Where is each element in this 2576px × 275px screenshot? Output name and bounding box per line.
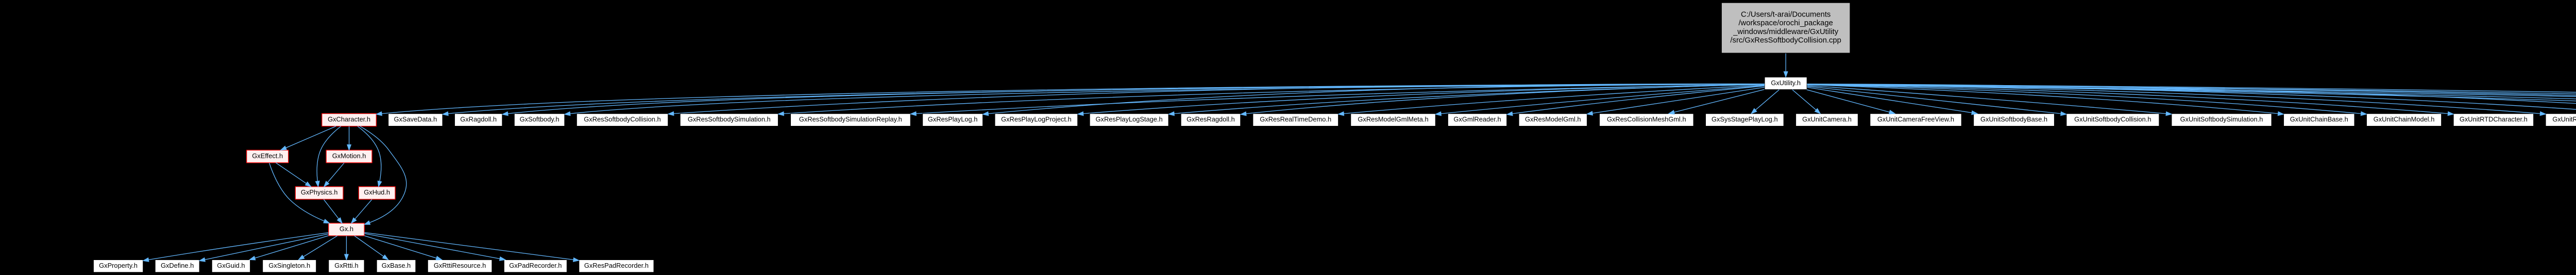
svg-text:GxRagdoll.h: GxRagdoll.h xyxy=(460,116,497,123)
svg-text:GxUnitChainBase.h: GxUnitChainBase.h xyxy=(2290,116,2348,123)
svg-text:GxRtti.h: GxRtti.h xyxy=(334,262,358,269)
svg-text:GxUnitCamera.h: GxUnitCamera.h xyxy=(1802,116,1852,123)
svg-text:GxResModelGmlMeta.h: GxResModelGmlMeta.h xyxy=(1358,116,1428,123)
svg-text:GxSaveData.h: GxSaveData.h xyxy=(394,116,437,123)
svg-text:GxHud.h: GxHud.h xyxy=(364,188,390,196)
svg-text:/workspace/orochi_package: /workspace/orochi_package xyxy=(1738,19,1833,27)
svg-text:GxUnitSoftbodySimulation.h: GxUnitSoftbodySimulation.h xyxy=(2180,116,2263,123)
svg-text:GxUnitRTDCharacter.h: GxUnitRTDCharacter.h xyxy=(2460,116,2528,123)
svg-text:GxResModelGml.h: GxResModelGml.h xyxy=(1525,116,1581,123)
svg-text:GxRttiResource.h: GxRttiResource.h xyxy=(434,262,486,269)
svg-text:GxResRagdoll.h: GxResRagdoll.h xyxy=(1187,116,1235,123)
svg-text:_windows/middleware/GxUtility: _windows/middleware/GxUtility xyxy=(1733,28,1839,36)
svg-text:GxUnitRTDNullLocate.h: GxUnitRTDNullLocate.h xyxy=(2552,116,2576,123)
svg-text:GxPhysics.h: GxPhysics.h xyxy=(301,188,337,196)
svg-text:GxDefine.h: GxDefine.h xyxy=(161,262,194,269)
svg-text:GxResCollisionMeshGml.h: GxResCollisionMeshGml.h xyxy=(1607,116,1686,123)
svg-text:GxResPlayLogStage.h: GxResPlayLogStage.h xyxy=(1096,116,1163,123)
svg-text:GxGuid.h: GxGuid.h xyxy=(217,262,245,269)
svg-text:GxResSoftbodySimulationReplay.: GxResSoftbodySimulationReplay.h xyxy=(799,116,902,123)
svg-text:GxBase.h: GxBase.h xyxy=(382,262,411,269)
svg-text:GxPadRecorder.h: GxPadRecorder.h xyxy=(509,262,562,269)
svg-text:GxSoftbody.h: GxSoftbody.h xyxy=(520,116,560,123)
svg-text:GxResPadRecorder.h: GxResPadRecorder.h xyxy=(584,262,649,269)
svg-text:GxEffect.h: GxEffect.h xyxy=(252,152,283,159)
svg-text:GxUnitSoftbodyBase.h: GxUnitSoftbodyBase.h xyxy=(1980,116,2047,123)
svg-text:C:/Users/t-arai/Documents: C:/Users/t-arai/Documents xyxy=(1741,10,1831,19)
svg-text:GxResPlayLog.h: GxResPlayLog.h xyxy=(928,116,978,123)
svg-text:GxUnitChainModel.h: GxUnitChainModel.h xyxy=(2374,116,2435,123)
svg-text:GxProperty.h: GxProperty.h xyxy=(99,262,138,269)
svg-text:GxUtility.h: GxUtility.h xyxy=(1771,79,1801,87)
svg-text:GxResPlayLogProject.h: GxResPlayLogProject.h xyxy=(1001,116,1072,123)
svg-text:GxResSoftbodySimulation.h: GxResSoftbodySimulation.h xyxy=(688,116,771,123)
svg-text:GxUnitCameraFreeView.h: GxUnitCameraFreeView.h xyxy=(1877,116,1954,123)
svg-text:GxUnitSoftbodyCollision.h: GxUnitSoftbodyCollision.h xyxy=(2074,116,2151,123)
svg-text:Gx.h: Gx.h xyxy=(340,225,353,233)
svg-text:GxMotion.h: GxMotion.h xyxy=(332,152,366,159)
svg-text:GxCharacter.h: GxCharacter.h xyxy=(328,116,370,123)
svg-text:GxSingleton.h: GxSingleton.h xyxy=(268,262,310,269)
svg-text:GxResRealTimeDemo.h: GxResRealTimeDemo.h xyxy=(1260,116,1331,123)
svg-text:GxSysStagePlayLog.h: GxSysStagePlayLog.h xyxy=(1711,116,1778,123)
svg-text:GxGmlReader.h: GxGmlReader.h xyxy=(1453,116,1501,123)
svg-text:/src/GxResSoftbodyCollision.cp: /src/GxResSoftbodyCollision.cpp xyxy=(1730,37,1841,45)
svg-text:GxResSoftbodyCollision.h: GxResSoftbodyCollision.h xyxy=(584,116,660,123)
